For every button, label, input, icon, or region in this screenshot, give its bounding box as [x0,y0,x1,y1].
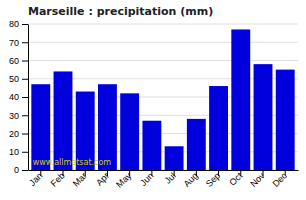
chart-container: 0 10 20 30 40 50 60 70 80 Jan FebMar AprMay Jun Jul Au… [0,0,306,200]
y-tick-mark [22,79,28,80]
y-tick-mark [22,97,28,98]
y-tick-label: 0 [14,165,19,175]
x-tick-label: Jan [27,171,44,188]
x-tick: Jul [163,170,178,186]
x-tick: Nov [248,170,267,189]
chart-svg: 0 10 20 30 40 50 60 70 80 Jan FebMar AprMay Jun Jul Au… [0,0,306,200]
x-tick-label: Aug [182,171,200,189]
bar [254,64,273,170]
bar [142,121,161,170]
x-tick: Jan [27,170,44,188]
y-tick: 50 [9,74,28,84]
annotation: www.allmetsat.com [33,158,112,167]
title: Marseille : precipitation (mm) [28,5,213,18]
bars [31,29,294,170]
bar [187,119,206,170]
y-tick-mark [22,134,28,135]
x-tick-label: Feb [49,171,67,189]
x-tick-label: May [114,170,133,189]
y-tick-mark [22,61,28,62]
y-tick-label: 30 [9,111,19,121]
y-axis-line [28,25,29,171]
bar [54,71,73,170]
x-tick-label: Jun [138,171,155,188]
x-tick: Oct [227,170,244,188]
y-tick-label: 40 [9,92,19,102]
x-tick: Apr [94,170,111,188]
x-tick-label: Apr [94,171,111,188]
x-tick-label: Sep [204,171,222,189]
x-tick: Sep [204,170,222,189]
y-tick-label: 80 [9,19,19,29]
bar [120,93,139,170]
y-tick: 40 [9,92,28,102]
x-tick-label: Mar [71,171,89,189]
grid-line [28,24,298,25]
y-tick-mark [22,24,28,25]
y-tick-label: 70 [9,38,19,48]
bar [276,70,295,170]
y-tick-label: 60 [9,56,19,66]
x-tick-label: Nov [248,170,267,189]
x-tick-label: Dec [270,170,289,189]
y-tick-mark [22,115,28,116]
y-tick-label: 10 [9,147,19,157]
x-tick: Jun [138,170,155,188]
bar [231,29,250,170]
y-tick: 80 [9,19,28,29]
x-tick: Aug [182,170,200,189]
grid [28,24,298,170]
x-tick: May [114,170,133,190]
y-axis: 0 10 20 30 40 50 60 70 80 [9,19,29,175]
y-tick-label: 50 [9,74,19,84]
bar [165,146,184,170]
y-tick-label: 20 [9,129,19,139]
y-tick: 0 [14,165,28,175]
x-tick-label: Oct [227,170,244,187]
y-tick: 70 [9,38,28,48]
y-tick: 60 [9,56,28,66]
x-tick: Feb [49,170,67,189]
x-tick: Mar [71,170,89,189]
x-tick: Dec [270,170,289,189]
bar [209,86,228,170]
y-tick-mark [22,152,28,153]
y-tick: 30 [9,111,28,121]
x-axis: Jan FebMar AprMay Jun Jul AugSep OctNovDec [27,170,298,190]
grid-line [28,60,298,61]
y-tick: 20 [9,129,28,139]
grid-line [28,42,298,43]
plot-area: 0 10 20 30 40 50 60 70 80 Jan FebMar AprMay Jun Jul Au… [9,19,299,189]
y-tick: 10 [9,147,28,157]
y-tick-mark [22,170,28,171]
y-tick-mark [22,42,28,43]
x-tick-label: Jul [163,171,178,186]
